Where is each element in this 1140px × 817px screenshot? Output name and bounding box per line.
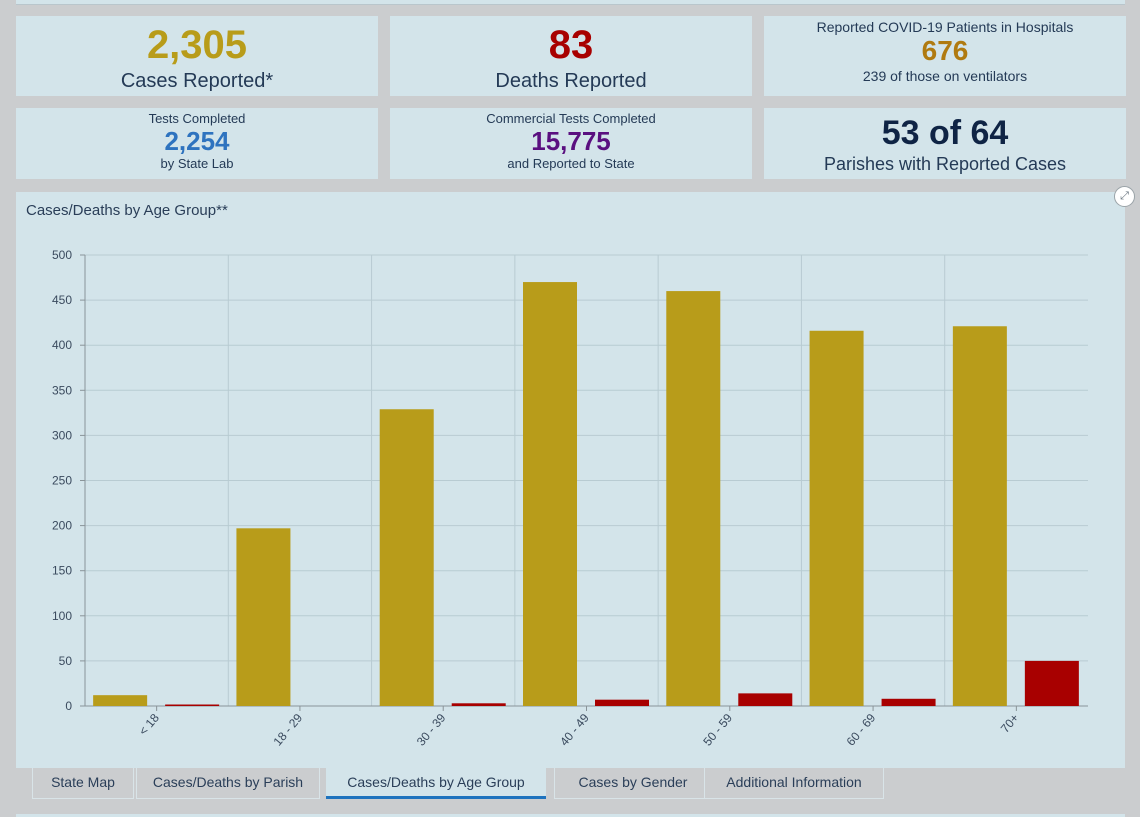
y-tick-label: 450 (52, 293, 72, 307)
y-tick-label: 200 (52, 519, 72, 533)
chart-title: Cases/Deaths by Age Group** (26, 202, 228, 219)
bar-deaths (165, 704, 220, 706)
deaths-card: 83 Deaths Reported (390, 16, 752, 96)
bar-cases (93, 695, 148, 706)
x-tick-label: 18 - 29 (270, 711, 305, 749)
bar-deaths (595, 699, 649, 706)
bar-cases (379, 409, 434, 706)
hospital-subtitle: 239 of those on ventilators (862, 68, 1028, 84)
commercial-title: Commercial Tests Completed (486, 111, 656, 126)
hospital-value: 676 (921, 35, 969, 66)
y-tick-label: 50 (59, 654, 73, 668)
bar-cases (666, 291, 721, 706)
x-tick-label: 70+ (998, 711, 1022, 736)
bar-deaths (881, 698, 936, 706)
tests-title: Tests Completed (148, 111, 246, 126)
cases-card: 2,305 Cases Reported* (16, 16, 378, 96)
commercial-value: 15,775 (531, 126, 611, 156)
hospital-title: Reported COVID-19 Patients in Hospitals (816, 19, 1074, 35)
y-tick-label: 100 (52, 609, 72, 623)
age-group-chart-panel: Cases/Deaths by Age Group** 0 50 100 150 200… (16, 192, 1125, 768)
y-tick-label: 250 (52, 474, 72, 488)
tab-cases-deaths-by-parish[interactable]: Cases/Deaths by Parish (136, 768, 320, 799)
tab-additional-information[interactable]: Additional Information (704, 768, 884, 799)
bottom-divider (16, 814, 1125, 817)
commercial-tests-card: Commercial Tests Completed 15,775 and Re… (390, 108, 752, 179)
cases-label: Cases Reported* (120, 70, 274, 92)
expand-icon[interactable]: ⤢ (1114, 186, 1135, 207)
y-tick-label: 0 (65, 699, 72, 713)
parishes-value: 53 of 64 (881, 114, 1009, 152)
x-tick-label: < 18 (136, 711, 162, 738)
parishes-label: Parishes with Reported Cases (823, 154, 1067, 174)
tests-subtitle: by State Lab (160, 156, 234, 171)
bar-deaths (1024, 660, 1079, 706)
tab-cases-by-gender[interactable]: Cases by Gender (554, 768, 712, 799)
top-divider (16, 0, 1125, 5)
commercial-subtitle: and Reported to State (507, 156, 635, 171)
x-tick-label: 50 - 59 (700, 711, 735, 749)
bar-deaths (451, 703, 506, 706)
bar-cases (236, 528, 291, 706)
parishes-card: 53 of 64 Parishes with Reported Cases (764, 108, 1126, 179)
tests-card: Tests Completed 2,254 by State Lab (16, 108, 378, 179)
y-tick-label: 500 (52, 248, 72, 262)
bar-cases (809, 330, 864, 706)
y-tick-label: 300 (52, 428, 72, 442)
tab-cases-deaths-by-age-group[interactable]: Cases/Deaths by Age Group (326, 768, 546, 799)
y-tick-label: 350 (52, 383, 72, 397)
bar-deaths (738, 693, 793, 706)
bar-cases (952, 326, 1007, 706)
age-group-bar-chart: 0 50 100 150 200 250 300 350 400 450 500 < 18 18 - 2… (52, 248, 1088, 749)
x-tick-label: 30 - 39 (414, 711, 449, 749)
bar-cases (523, 282, 577, 706)
x-tick-label: 40 - 49 (557, 711, 592, 749)
x-tick-label: 60 - 69 (844, 711, 879, 749)
deaths-value: 83 (548, 23, 594, 67)
hospital-card: Reported COVID-19 Patients in Hospitals … (764, 16, 1126, 96)
y-tick-label: 150 (52, 564, 72, 578)
tests-value: 2,254 (164, 126, 230, 156)
deaths-label: Deaths Reported (495, 70, 647, 92)
tab-state-map[interactable]: State Map (32, 768, 134, 799)
y-tick-label: 400 (52, 338, 72, 352)
cases-value: 2,305 (146, 23, 248, 67)
